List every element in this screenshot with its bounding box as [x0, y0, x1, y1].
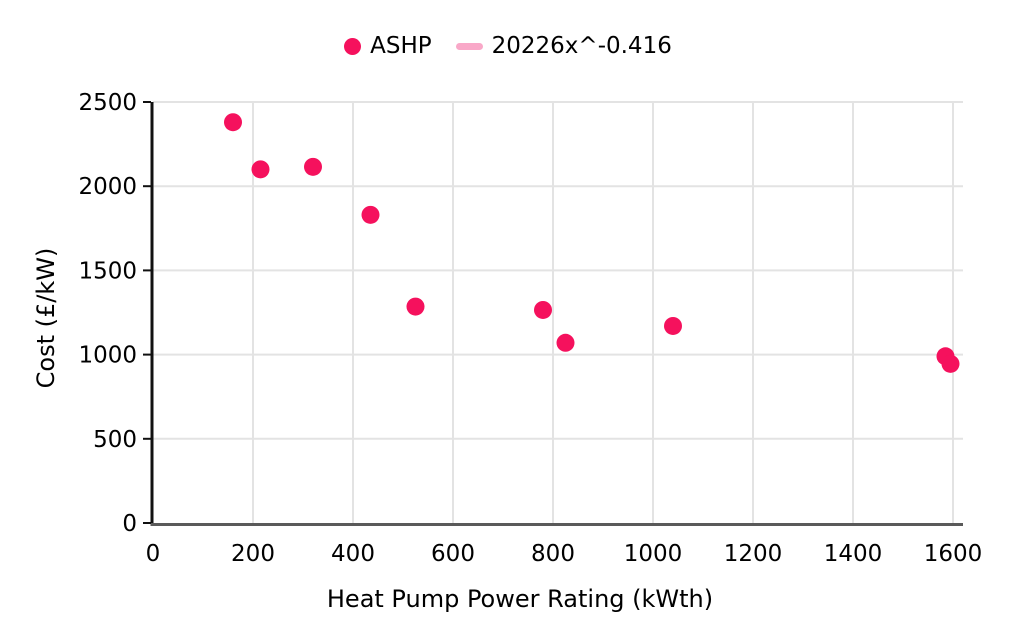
x-tick-label: 0 [146, 541, 161, 567]
scatter-point[interactable] [304, 157, 322, 176]
x-tick-label: 400 [331, 541, 375, 567]
legend-label-trendline: 20226x^-0.416 [491, 33, 672, 59]
scatter-point[interactable] [941, 354, 960, 373]
x-tick-label: 200 [231, 541, 275, 567]
y-tick-label: 2500 [78, 90, 137, 116]
x-tick-label: 600 [431, 541, 475, 567]
gridlines [153, 101, 963, 523]
x-axis-title: Heat Pump Power Rating (kWth) [326, 585, 714, 613]
scatter-point[interactable] [251, 160, 270, 179]
trendline-marker-icon [455, 42, 483, 50]
y-axis-ticks: 0 500 1000 1500 2000 2500 [78, 90, 151, 537]
scatter-point[interactable] [664, 316, 682, 335]
legend-item-trendline[interactable]: 20226x^-0.416 [455, 33, 672, 59]
x-tick-label: 1600 [924, 541, 983, 567]
scatter-point[interactable] [361, 205, 380, 224]
y-tick-label: 1000 [78, 343, 137, 369]
scatter-point[interactable] [224, 113, 242, 132]
scatter-marker-icon [344, 37, 362, 55]
scatter-point[interactable] [406, 297, 425, 316]
y-tick-label: 2000 [78, 174, 137, 200]
scatter-point[interactable] [534, 300, 552, 319]
scatter-point[interactable] [556, 333, 575, 352]
series-ashp [224, 113, 960, 373]
x-tick-label: 1200 [724, 541, 783, 567]
x-tick-label: 800 [531, 541, 575, 567]
legend-item-ashp[interactable]: ASHP [344, 33, 432, 59]
x-tick-label: 1000 [624, 541, 683, 567]
x-axis-ticks: 0 200 400 600 800 1000 1200 1400 1600 [146, 541, 983, 567]
x-tick-label: 1400 [824, 541, 883, 567]
legend-label-ashp: ASHP [370, 33, 432, 59]
y-axis-title: Cost (£/kW) [32, 247, 60, 389]
y-tick-label: 0 [122, 511, 137, 537]
y-tick-label: 1500 [78, 258, 137, 284]
legend: ASHP 20226x^-0.416 [0, 33, 1016, 59]
y-tick-label: 500 [93, 427, 137, 453]
